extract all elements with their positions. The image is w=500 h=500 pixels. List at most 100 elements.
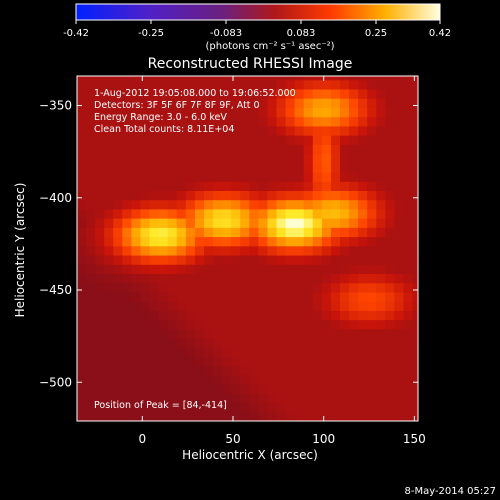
heatmap-cell bbox=[312, 301, 323, 311]
heatmap-cell bbox=[321, 199, 332, 210]
heatmap-cell bbox=[185, 264, 196, 275]
generated-timestamp: 8-May-2014 05:27 bbox=[404, 486, 496, 497]
heatmap-cell bbox=[303, 337, 314, 348]
heatmap-cell bbox=[303, 208, 314, 219]
heatmap-cell bbox=[376, 116, 386, 127]
heatmap-cell bbox=[312, 171, 323, 182]
heatmap-cell bbox=[412, 79, 418, 90]
heatmap-cell bbox=[240, 116, 250, 127]
heatmap-cell bbox=[176, 79, 187, 90]
heatmap-cell bbox=[321, 88, 332, 99]
heatmap-cell bbox=[176, 162, 187, 173]
heatmap-cell bbox=[403, 153, 414, 164]
heatmap-cell bbox=[294, 337, 305, 348]
heatmap-cell bbox=[231, 162, 241, 173]
heatmap-cell bbox=[122, 264, 133, 275]
heatmap-cell bbox=[140, 301, 151, 311]
heatmap-cell bbox=[222, 190, 232, 201]
heatmap-cell bbox=[231, 116, 241, 127]
heatmap-cell bbox=[104, 199, 114, 210]
heatmap-cell bbox=[122, 236, 133, 247]
heatmap-cell bbox=[194, 171, 205, 182]
heatmap-cell bbox=[294, 393, 305, 404]
heatmap-cell bbox=[258, 199, 269, 210]
heatmap-cell bbox=[95, 218, 105, 228]
heatmap-cell bbox=[249, 411, 259, 421]
heatmap-cell bbox=[213, 162, 223, 173]
heatmap-cell bbox=[222, 291, 232, 302]
heatmap-cell bbox=[203, 236, 214, 247]
heatmap-cell bbox=[240, 273, 250, 284]
heatmap-cell bbox=[131, 218, 142, 228]
heatmap-cell bbox=[86, 301, 96, 311]
heatmap-cell bbox=[140, 319, 151, 330]
heatmap-cell bbox=[122, 79, 133, 90]
heatmap-cell bbox=[222, 337, 232, 348]
heatmap-cell bbox=[213, 273, 223, 284]
heatmap-cell bbox=[185, 347, 196, 358]
heatmap-cell bbox=[349, 199, 359, 210]
heatmap-cell bbox=[276, 291, 287, 302]
heatmap-cell bbox=[194, 411, 205, 421]
heatmap-cell bbox=[303, 79, 314, 90]
heatmap-cell bbox=[249, 328, 259, 339]
heatmap-cell bbox=[285, 291, 296, 302]
heatmap-cell bbox=[86, 319, 96, 330]
heatmap-cell bbox=[321, 171, 332, 182]
heatmap-cell bbox=[185, 79, 196, 90]
heatmap-cell bbox=[213, 199, 223, 210]
heatmap-cell bbox=[158, 310, 169, 321]
heatmap-cell bbox=[77, 411, 87, 421]
heatmap-cell bbox=[113, 125, 123, 136]
heatmap-cell bbox=[158, 98, 169, 108]
heatmap-cell bbox=[167, 393, 178, 404]
heatmap-cell bbox=[158, 144, 169, 155]
heatmap-cell bbox=[185, 291, 196, 302]
heatmap-cell bbox=[213, 208, 223, 219]
heatmap-cell bbox=[403, 356, 414, 367]
heatmap-cell bbox=[312, 181, 323, 191]
heatmap-cell bbox=[140, 227, 151, 238]
heatmap-cell bbox=[394, 273, 405, 284]
heatmap-cell bbox=[113, 135, 123, 145]
heatmap-cell bbox=[358, 208, 368, 219]
heatmap-cell bbox=[358, 88, 368, 99]
heatmap-cell bbox=[267, 393, 278, 404]
heatmap-cell bbox=[367, 411, 377, 421]
heatmap-cell bbox=[140, 218, 151, 228]
heatmap-cell bbox=[412, 208, 418, 219]
heatmap-cell bbox=[149, 88, 160, 99]
heatmap-cell bbox=[77, 144, 87, 155]
heatmap-cell bbox=[122, 347, 133, 358]
heatmap-cell bbox=[231, 98, 241, 108]
heatmap-cell bbox=[86, 337, 96, 348]
heatmap-cell bbox=[176, 144, 187, 155]
heatmap-cell bbox=[86, 116, 96, 127]
heatmap-cell bbox=[203, 218, 214, 228]
heatmap-cell bbox=[376, 319, 386, 330]
heatmap-cell bbox=[158, 337, 169, 348]
heatmap-cell bbox=[349, 402, 359, 413]
heatmap-cell bbox=[131, 236, 142, 247]
heatmap-cell bbox=[340, 116, 350, 127]
heatmap-cell bbox=[140, 402, 151, 413]
heatmap-cell bbox=[340, 337, 350, 348]
heatmap-cell bbox=[158, 162, 169, 173]
heatmap-cell bbox=[358, 310, 368, 321]
heatmap-cell bbox=[303, 107, 314, 118]
heatmap-cell bbox=[294, 79, 305, 90]
heatmap-cell bbox=[140, 79, 151, 90]
heatmap-cell bbox=[203, 107, 214, 118]
heatmap-cell bbox=[104, 181, 114, 191]
heatmap-cell bbox=[158, 181, 169, 191]
heatmap-cell bbox=[122, 171, 133, 182]
heatmap-cell bbox=[412, 384, 418, 394]
heatmap-cell bbox=[303, 135, 314, 145]
heatmap-cell bbox=[213, 365, 223, 376]
heatmap-cell bbox=[185, 402, 196, 413]
heatmap-cell bbox=[203, 328, 214, 339]
heatmap-cell bbox=[158, 227, 169, 238]
heatmap-cell bbox=[412, 181, 418, 191]
heatmap-cell bbox=[403, 190, 414, 201]
heatmap-cell bbox=[167, 208, 178, 219]
